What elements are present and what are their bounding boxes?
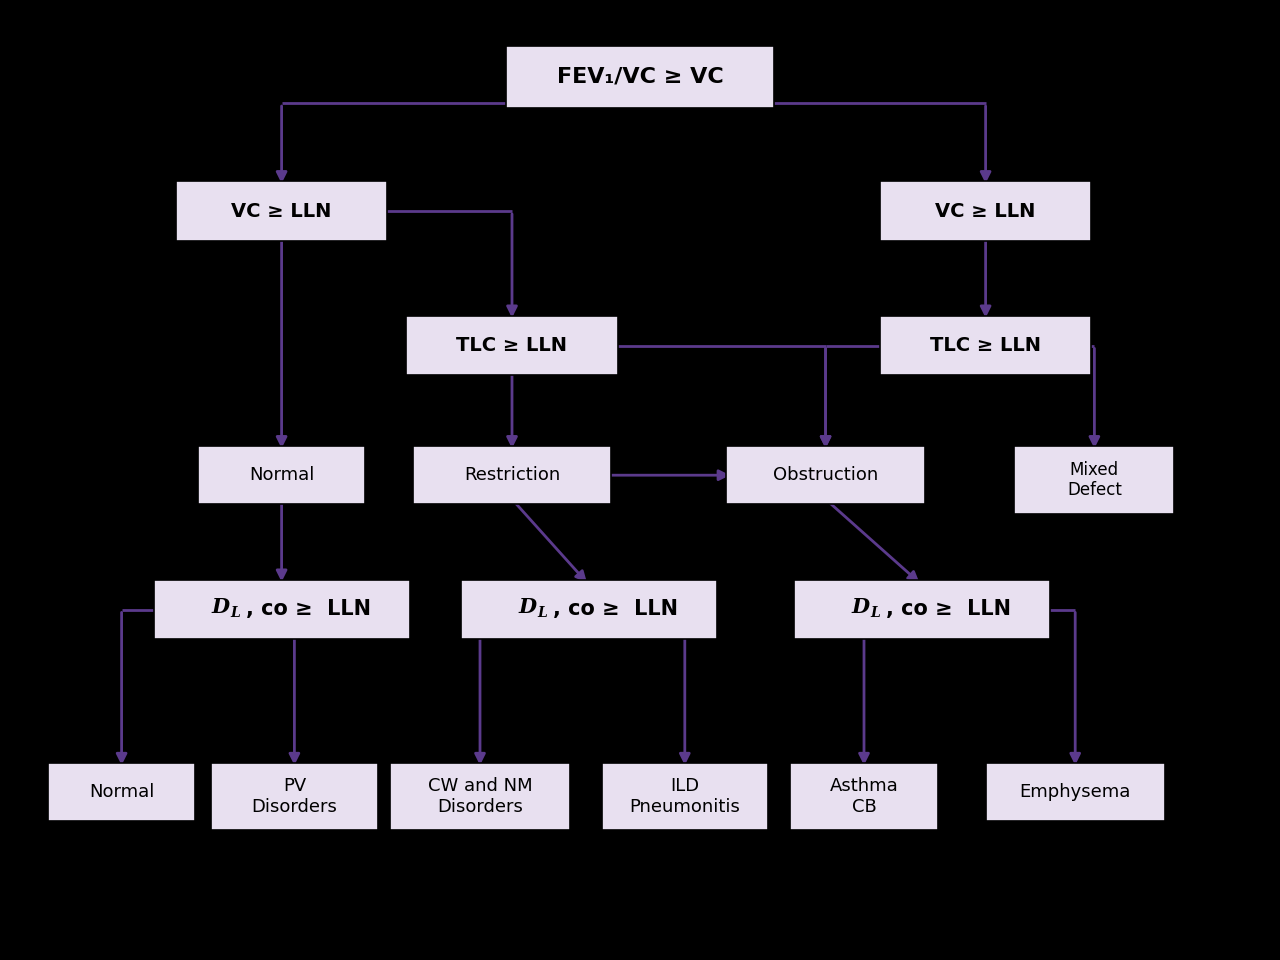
Text: ILD
Pneumonitis: ILD Pneumonitis xyxy=(630,778,740,816)
Text: L: L xyxy=(538,607,548,620)
FancyBboxPatch shape xyxy=(412,446,612,504)
Text: PV
Disorders: PV Disorders xyxy=(251,778,338,816)
FancyBboxPatch shape xyxy=(881,181,1091,241)
FancyBboxPatch shape xyxy=(49,763,195,821)
Text: Normal: Normal xyxy=(248,467,315,484)
Text: CW and NM
Disorders: CW and NM Disorders xyxy=(428,778,532,816)
FancyBboxPatch shape xyxy=(390,763,570,830)
FancyBboxPatch shape xyxy=(177,181,387,241)
FancyBboxPatch shape xyxy=(211,763,378,830)
FancyBboxPatch shape xyxy=(1014,446,1175,514)
Text: Normal: Normal xyxy=(88,783,155,801)
Text: Emphysema: Emphysema xyxy=(1019,783,1132,801)
FancyBboxPatch shape xyxy=(881,316,1091,375)
FancyBboxPatch shape xyxy=(727,446,925,504)
Text: Mixed
Defect: Mixed Defect xyxy=(1068,461,1121,499)
Text: Restriction: Restriction xyxy=(463,467,561,484)
FancyBboxPatch shape xyxy=(794,580,1050,639)
Text: L: L xyxy=(230,607,241,620)
Text: VC ≥ LLN: VC ≥ LLN xyxy=(232,202,332,221)
FancyBboxPatch shape xyxy=(154,580,410,639)
Text: D: D xyxy=(211,597,229,616)
Text: , co ≥  LLN: , co ≥ LLN xyxy=(246,599,371,618)
FancyBboxPatch shape xyxy=(407,316,618,375)
FancyBboxPatch shape xyxy=(602,763,768,830)
Text: D: D xyxy=(518,597,536,616)
Text: , co ≥  LLN: , co ≥ LLN xyxy=(886,599,1011,618)
Text: Asthma
CB: Asthma CB xyxy=(829,778,899,816)
Text: Obstruction: Obstruction xyxy=(773,467,878,484)
FancyBboxPatch shape xyxy=(791,763,937,830)
Text: TLC ≥ LLN: TLC ≥ LLN xyxy=(931,336,1041,355)
FancyBboxPatch shape xyxy=(198,446,365,504)
Text: D: D xyxy=(851,597,869,616)
FancyBboxPatch shape xyxy=(461,580,717,639)
Text: TLC ≥ LLN: TLC ≥ LLN xyxy=(457,336,567,355)
Text: VC ≥ LLN: VC ≥ LLN xyxy=(936,202,1036,221)
FancyBboxPatch shape xyxy=(506,45,774,108)
Text: FEV₁/VC ≥ VC: FEV₁/VC ≥ VC xyxy=(557,67,723,86)
Text: L: L xyxy=(870,607,881,620)
FancyBboxPatch shape xyxy=(986,763,1165,821)
Text: , co ≥  LLN: , co ≥ LLN xyxy=(553,599,678,618)
